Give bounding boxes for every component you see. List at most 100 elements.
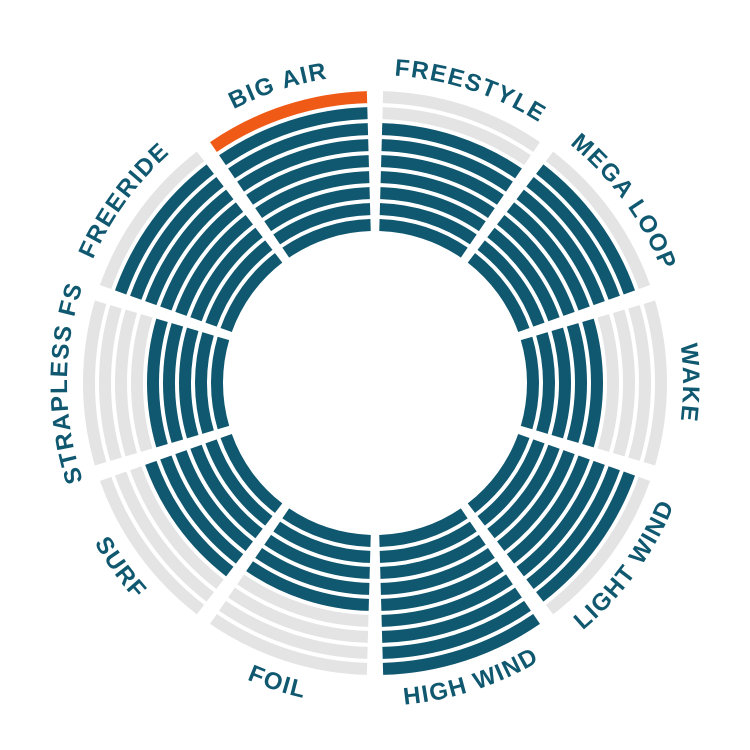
ring-high-wind-9 xyxy=(382,614,540,675)
ring-strapless-fs-1 xyxy=(211,336,230,430)
ring-freestyle-4 xyxy=(380,171,495,219)
ring-big-air-7 xyxy=(228,123,369,179)
ring-light-wind-1 xyxy=(467,433,530,513)
ring-foil-7 xyxy=(228,587,369,643)
ring-wake-2 xyxy=(536,332,555,434)
ring-mega-loop-9 xyxy=(545,151,651,290)
ring-surf-7 xyxy=(130,466,224,589)
ring-light-wind-3 xyxy=(487,444,560,539)
ring-mega-loop-7 xyxy=(526,177,620,300)
ring-big-air-4 xyxy=(255,171,370,219)
ring-foil-3 xyxy=(264,534,370,579)
ring-big-air-6 xyxy=(237,139,369,192)
ring-light-wind-6 xyxy=(516,460,605,577)
ring-foil-8 xyxy=(219,600,368,659)
sector-strapless-fs xyxy=(83,300,230,466)
ring-big-air-9 xyxy=(210,91,368,152)
ring-surf-6 xyxy=(145,460,234,577)
sector-mega-loop xyxy=(467,151,651,333)
ring-freestyle-6 xyxy=(381,139,513,192)
ring-freeride-1 xyxy=(220,253,283,333)
sector-big-air xyxy=(210,91,371,258)
ring-freestyle-7 xyxy=(381,123,522,179)
ring-strapless-fs-9 xyxy=(83,300,107,466)
ring-surf-9 xyxy=(99,476,205,615)
ring-wake-8 xyxy=(628,305,651,461)
ring-freeride-9 xyxy=(99,151,205,290)
ring-foil-6 xyxy=(237,574,369,627)
ring-surf-4 xyxy=(175,450,254,551)
ring-wake-6 xyxy=(597,314,619,452)
ring-high-wind-4 xyxy=(380,547,495,595)
ring-freestyle-1 xyxy=(379,219,468,258)
ring-light-wind-8 xyxy=(536,471,636,602)
sector-wake xyxy=(520,300,667,466)
ring-foil-5 xyxy=(246,561,369,611)
ring-big-air-1 xyxy=(282,219,371,258)
ring-big-air-2 xyxy=(273,203,371,245)
ring-foil-2 xyxy=(273,521,371,563)
ring-big-air-8 xyxy=(219,107,368,166)
ring-mega-loop-5 xyxy=(506,202,590,311)
ring-freeride-3 xyxy=(190,227,263,322)
ring-wake-3 xyxy=(551,327,571,439)
ring-wake-5 xyxy=(582,318,603,448)
sector-freestyle xyxy=(379,91,540,258)
ring-high-wind-2 xyxy=(379,521,477,563)
ring-freeride-6 xyxy=(145,189,234,306)
ring-high-wind-6 xyxy=(381,574,513,627)
ring-freeride-8 xyxy=(114,164,214,295)
ring-light-wind-7 xyxy=(526,466,620,589)
ring-light-wind-2 xyxy=(477,439,545,526)
ring-strapless-fs-4 xyxy=(163,323,184,443)
ring-strapless-fs-8 xyxy=(99,305,122,461)
ring-mega-loop-4 xyxy=(496,215,575,316)
ring-freestyle-8 xyxy=(382,107,531,166)
ring-freeride-2 xyxy=(205,240,273,327)
ring-high-wind-8 xyxy=(382,600,531,659)
ring-wake-4 xyxy=(566,323,587,443)
sector-foil xyxy=(210,508,371,675)
ring-surf-3 xyxy=(190,444,263,539)
sector-light-wind xyxy=(467,433,651,615)
ring-freestyle-3 xyxy=(380,187,486,232)
ring-big-air-5 xyxy=(246,155,369,205)
ring-surf-1 xyxy=(220,433,283,513)
ring-wake-1 xyxy=(520,336,539,430)
ring-foil-9 xyxy=(210,614,368,675)
sector-high-wind xyxy=(379,508,540,675)
ring-mega-loop-3 xyxy=(487,227,560,322)
ring-mega-loop-1 xyxy=(467,253,530,333)
ring-mega-loop-2 xyxy=(477,240,545,327)
ring-light-wind-4 xyxy=(496,450,575,551)
ring-mega-loop-6 xyxy=(516,189,605,306)
ring-freeride-7 xyxy=(130,177,224,300)
ring-freeride-5 xyxy=(160,202,244,311)
label-foil: FOIL xyxy=(245,660,310,704)
ring-high-wind-5 xyxy=(381,561,504,611)
label-strapless-fs: STRAPLESS FS xyxy=(46,279,89,487)
ring-high-wind-1 xyxy=(379,508,468,547)
ring-light-wind-5 xyxy=(506,455,590,564)
sector-surf xyxy=(99,433,283,615)
ring-strapless-fs-5 xyxy=(147,318,168,448)
sector-freeride xyxy=(99,151,283,333)
ring-strapless-fs-2 xyxy=(195,332,214,434)
ring-wake-9 xyxy=(643,300,667,466)
ring-freestyle-9 xyxy=(382,91,540,152)
ring-surf-5 xyxy=(160,455,244,564)
ring-strapless-fs-3 xyxy=(179,327,199,439)
ring-strapless-fs-7 xyxy=(115,309,138,457)
ring-light-wind-9 xyxy=(545,476,651,615)
ring-surf-2 xyxy=(205,439,273,526)
ring-wake-7 xyxy=(612,309,635,457)
ring-freestyle-2 xyxy=(379,203,477,245)
label-wake: WAKE xyxy=(675,342,704,424)
ring-foil-1 xyxy=(282,508,371,547)
ring-foil-4 xyxy=(255,547,370,595)
ring-high-wind-7 xyxy=(381,587,522,643)
ring-freestyle-5 xyxy=(381,155,504,205)
